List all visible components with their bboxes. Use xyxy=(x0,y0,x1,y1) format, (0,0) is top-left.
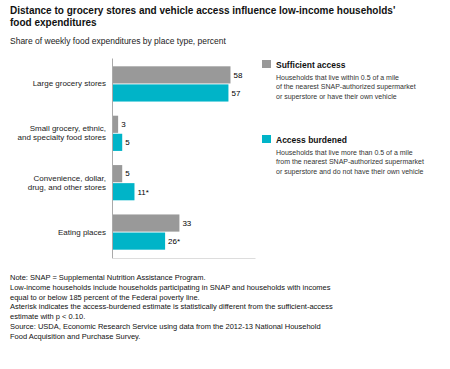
data-label: 5 xyxy=(125,169,130,178)
bars xyxy=(112,66,230,249)
text-line: Large grocery stores xyxy=(33,79,106,88)
text-line: Households that live more than 0.5 of a … xyxy=(276,149,413,156)
data-label: 58 xyxy=(233,71,242,80)
bar xyxy=(112,183,134,200)
text-line: Low-income households include households… xyxy=(10,283,331,292)
legend-swatch xyxy=(262,60,271,68)
text-line: from the nearest SNAP-authorized superma… xyxy=(276,158,424,166)
text-line: Small grocery, ethnic, xyxy=(30,124,106,133)
text-line: Source: USDA, Economic Research Service … xyxy=(10,322,321,331)
x-axis xyxy=(113,258,256,259)
chart: Distance to grocery stores and vehicle a… xyxy=(0,0,450,369)
tick: Large grocery stores xyxy=(33,79,112,88)
bar xyxy=(112,134,122,151)
data-label: 11* xyxy=(137,188,148,197)
data-labels: 58 3 5 33 57 5 11* 26* xyxy=(121,71,243,246)
bar xyxy=(112,233,165,250)
text-line: food expenditures xyxy=(10,17,97,28)
data-label: 5 xyxy=(125,138,130,147)
text-line: Households that live within 0.5 of a mil… xyxy=(276,74,399,81)
data-label: 57 xyxy=(231,89,240,98)
text-line: estimate with p < 0.10. xyxy=(10,312,85,321)
legend-item: Sufficient access Households that live wi… xyxy=(262,60,416,101)
tick-label: Eating places xyxy=(58,228,106,237)
legend-description: Households that live more than 0.5 of a … xyxy=(276,149,424,176)
title: Distance to grocery stores and vehicle a… xyxy=(10,5,395,28)
bar xyxy=(112,84,228,101)
bar xyxy=(112,66,230,83)
note: Note: SNAP = Supplemental Nutrition Assi… xyxy=(10,273,333,341)
legend: Sufficient access Households that live wi… xyxy=(262,60,424,176)
data-label: 3 xyxy=(121,120,126,129)
tick-label: Convenience, dollar,drug, and other stor… xyxy=(28,174,106,192)
bar xyxy=(112,165,122,182)
legend-title: Sufficient access xyxy=(276,60,346,70)
text-line: Food Acquisition and Purchase Survey. xyxy=(10,332,140,341)
text-line: and specialty food stores xyxy=(18,133,107,142)
text-line: drug, and other stores xyxy=(28,183,106,192)
legend-swatch xyxy=(262,135,271,143)
y-axis-line xyxy=(112,59,113,259)
text-line: or superstore and do not have their own … xyxy=(276,168,424,176)
data-label: 26* xyxy=(168,237,180,246)
tick-label: Large grocery stores xyxy=(33,79,106,88)
text-line: Distance to grocery stores and vehicle a… xyxy=(10,5,395,16)
text-line: of the nearest SNAP-authorized supermark… xyxy=(276,83,416,91)
subtitle: Share of weekly food expenditures by pla… xyxy=(10,36,227,46)
tick: Eating places xyxy=(58,228,112,237)
data-label: 33 xyxy=(182,219,191,228)
tick: Convenience, dollar,drug, and other stor… xyxy=(28,174,112,192)
legend-title: Access burdened xyxy=(276,135,347,145)
legend-item: Access burdened Households that live more… xyxy=(262,135,424,176)
x-axis-line xyxy=(113,258,256,259)
text-line: Eating places xyxy=(58,228,106,237)
tick: Small grocery, ethnic,and specialty food… xyxy=(18,124,113,142)
tick-label: Small grocery, ethnic,and specialty food… xyxy=(18,124,107,142)
text-line: equal to or below 185 percent of the Fed… xyxy=(10,293,200,302)
text-line: Note: SNAP = Supplemental Nutrition Assi… xyxy=(10,273,206,282)
text-line: Convenience, dollar, xyxy=(34,174,107,183)
bar xyxy=(112,214,179,231)
text-line: or superstore or have their own vehicle xyxy=(276,93,397,101)
y-axis: Large grocery stores Small grocery, ethni… xyxy=(18,59,113,259)
legend-description: Households that live within 0.5 of a mil… xyxy=(276,74,416,101)
text-line: Asterisk indicates the access-burdened e… xyxy=(10,302,333,311)
